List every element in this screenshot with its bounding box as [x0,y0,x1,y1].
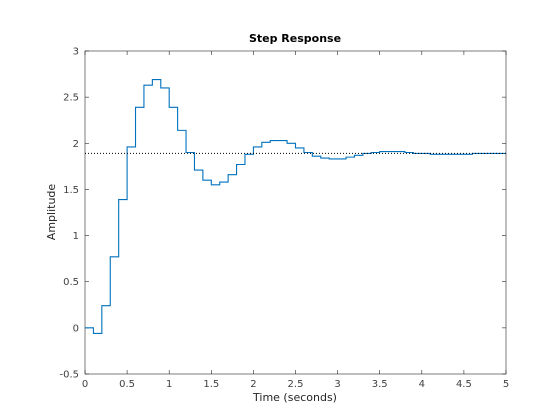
step-response-line [85,79,506,334]
x-tick-label: 1.5 [203,379,219,390]
x-tick-label: 4.5 [456,379,472,390]
x-tick-label: 3 [334,379,340,390]
x-tick-label: 4 [419,379,425,390]
y-tick-label: 0.5 [63,277,79,288]
y-axis-label: Amplitude [45,184,58,241]
plot-area [84,50,507,375]
x-tick-label: 5 [503,379,509,390]
y-tick-label: 2 [73,139,79,150]
x-tick-label: 3.5 [372,379,388,390]
y-tick-label: 1.5 [63,185,79,196]
x-tick-label: 0.5 [119,379,135,390]
chart-title: Step Response [249,32,341,45]
y-tick-label: 3 [73,47,79,58]
y-tick-label: 2.5 [63,93,79,104]
y-tick-label: 1 [73,231,79,242]
x-tick-label: 2.5 [288,379,304,390]
y-tick-label: 0 [73,323,79,334]
x-axis-label: Time (seconds) [252,391,337,404]
x-tick-label: 2 [250,379,256,390]
x-tick-label: 0 [82,379,88,390]
y-tick-label: -0.5 [59,370,79,381]
x-tick-label: 1 [166,379,172,390]
